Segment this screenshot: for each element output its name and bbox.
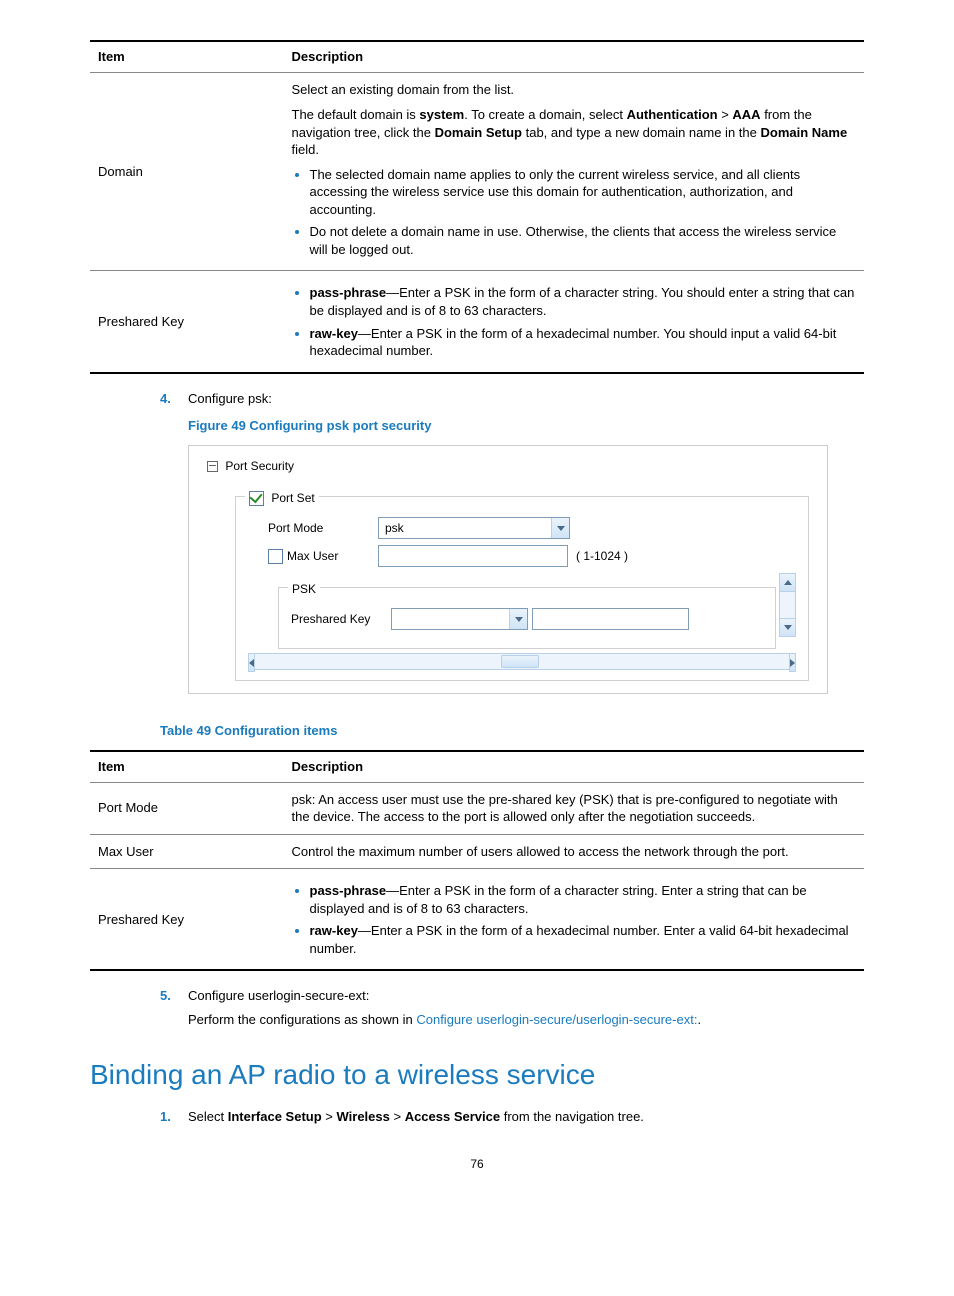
list-item: raw-key—Enter a PSK in the form of a hex… <box>310 921 857 957</box>
list-item: pass-phrase—Enter a PSK in the form of a… <box>310 283 857 319</box>
page-number: 76 <box>90 1156 864 1172</box>
table-row: Max User Control the maximum number of u… <box>90 834 864 869</box>
maxuser-checkbox[interactable] <box>268 549 283 564</box>
step-5-sub: Perform the configurations as shown in C… <box>188 1011 864 1029</box>
cell-desc: pass-phrase—Enter a PSK in the form of a… <box>284 869 865 971</box>
table-49: Item Description Port Mode psk: An acces… <box>90 750 864 971</box>
scroll-up-icon[interactable] <box>779 573 796 592</box>
horizontal-scrollbar[interactable] <box>248 653 796 670</box>
table-row: Domain Select an existing domain from th… <box>90 72 864 271</box>
cell-item: Preshared Key <box>90 869 284 971</box>
expand-row: Port Security <box>207 458 809 474</box>
cell-item: Port Mode <box>90 782 284 834</box>
cell-item: Preshared Key <box>90 271 284 373</box>
cell-desc: psk: An access user must use the pre-sha… <box>284 782 865 834</box>
desc-para: The default domain is system. To create … <box>292 106 857 159</box>
cell-desc: Control the maximum number of users allo… <box>284 834 865 869</box>
port-mode-value: psk <box>379 518 569 538</box>
step-number: 5. <box>160 987 188 1005</box>
table-domain-preshared: Item Description Domain Select an existi… <box>90 40 864 374</box>
figure-caption: Figure 49 Configuring psk port security <box>188 417 864 435</box>
step-text: Configure userlogin-secure-ext: <box>188 987 864 1005</box>
desc-bullets: pass-phrase—Enter a PSK in the form of a… <box>292 881 857 957</box>
expand-label: Port Security <box>225 459 294 473</box>
portset-checkbox[interactable] <box>249 491 264 506</box>
list-item: The selected domain name applies to only… <box>310 165 857 219</box>
port-mode-select[interactable]: psk <box>378 517 570 539</box>
step-4: 4. Configure psk: <box>160 390 864 408</box>
chevron-down-icon[interactable] <box>509 609 527 629</box>
preshared-key-input[interactable] <box>532 608 689 630</box>
step-number: 1. <box>160 1108 188 1126</box>
cell-desc: Select an existing domain from the list.… <box>284 72 865 271</box>
list-item: Do not delete a domain name in use. Othe… <box>310 222 857 258</box>
th-item: Item <box>90 41 284 72</box>
table-caption: Table 49 Configuration items <box>160 722 864 740</box>
row-port-mode: Port Mode psk <box>248 517 796 539</box>
list-item: pass-phrase—Enter a PSK in the form of a… <box>310 881 857 917</box>
step-text: Configure psk: <box>188 390 864 408</box>
max-user-hint: ( 1-1024 ) <box>576 548 628 564</box>
list-item: raw-key—Enter a PSK in the form of a hex… <box>310 324 857 360</box>
cell-item: Domain <box>90 72 284 271</box>
vertical-scrollbar[interactable] <box>779 573 796 637</box>
th-description: Description <box>284 751 865 782</box>
desc-bullets: The selected domain name applies to only… <box>292 165 857 259</box>
cell-desc: pass-phrase—Enter a PSK in the form of a… <box>284 271 865 373</box>
port-mode-label: Port Mode <box>268 520 378 536</box>
scroll-down-icon[interactable] <box>779 618 796 637</box>
row-preshared-key: Preshared Key <box>291 608 763 630</box>
figure-port-security: Port Security Port Set Port Mode psk Max… <box>188 445 828 695</box>
table-row: Port Mode psk: An access user must use t… <box>90 782 864 834</box>
scroll-track[interactable] <box>255 653 789 670</box>
cell-item: Max User <box>90 834 284 869</box>
heading-binding-ap-radio: Binding an AP radio to a wireless servic… <box>90 1056 864 1094</box>
scroll-track[interactable] <box>779 592 796 618</box>
step-text: Select Interface Setup > Wireless > Acce… <box>188 1108 864 1126</box>
scroll-right-icon[interactable] <box>789 653 796 672</box>
row-max-user: Max User ( 1-1024 ) <box>248 545 796 567</box>
max-user-label: Max User <box>287 548 338 564</box>
desc-bullets: pass-phrase—Enter a PSK in the form of a… <box>292 283 857 359</box>
scroll-thumb[interactable] <box>501 655 539 668</box>
scroll-left-icon[interactable] <box>248 653 255 672</box>
preshared-key-label: Preshared Key <box>291 611 391 627</box>
step-number: 4. <box>160 390 188 408</box>
fieldset-psk-label: PSK <box>288 581 320 597</box>
th-description: Description <box>284 41 865 72</box>
portset-label-text: Port Set <box>271 491 314 505</box>
collapse-icon[interactable] <box>207 461 218 472</box>
step5-prefix: Perform the configurations as shown in <box>188 1012 416 1027</box>
preshared-type-select[interactable] <box>391 608 528 630</box>
desc-intro: Select an existing domain from the list. <box>292 81 857 99</box>
step5-suffix: . <box>697 1012 701 1027</box>
table-row: Preshared Key pass-phrase—Enter a PSK in… <box>90 271 864 373</box>
step-5: 5. Configure userlogin-secure-ext: <box>160 987 864 1005</box>
configure-userlogin-link[interactable]: Configure userlogin-secure/userlogin-sec… <box>416 1012 697 1027</box>
th-item: Item <box>90 751 284 782</box>
preshared-type-value <box>392 609 527 613</box>
table-row: Preshared Key pass-phrase—Enter a PSK in… <box>90 869 864 971</box>
fieldset-portset-label: Port Set <box>245 490 319 506</box>
max-user-input[interactable] <box>378 545 568 567</box>
chevron-down-icon[interactable] <box>551 518 569 538</box>
step-1: 1. Select Interface Setup > Wireless > A… <box>160 1108 864 1126</box>
